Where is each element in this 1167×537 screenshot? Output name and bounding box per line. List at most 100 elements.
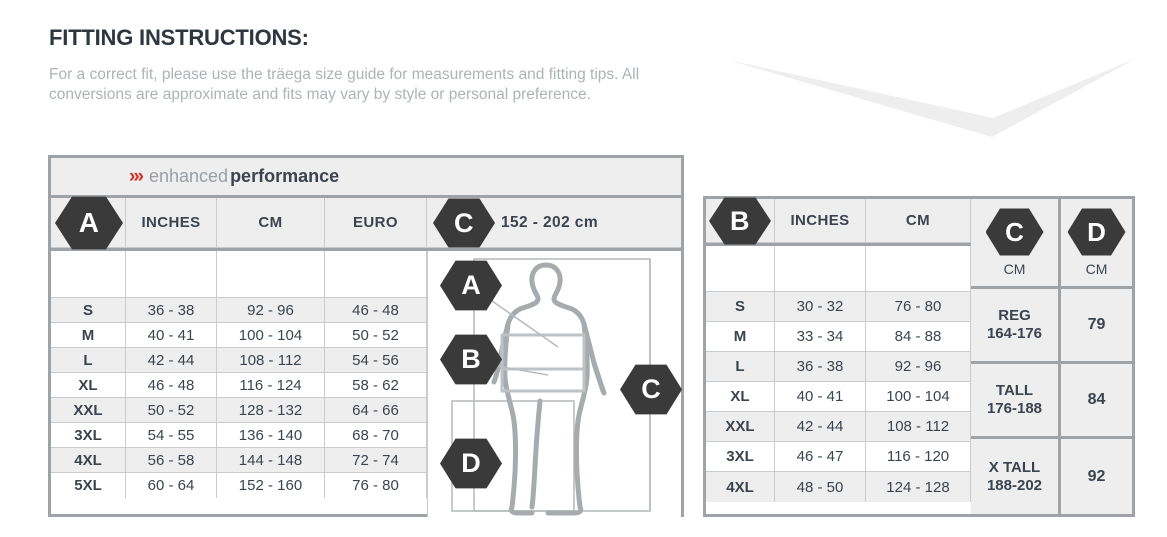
length-d-unit: CM bbox=[1085, 261, 1108, 277]
brand-word-enhanced: enhanced bbox=[148, 165, 229, 186]
hexagon-badge-d-column: D bbox=[1067, 208, 1126, 256]
length-column-c: C CM REG 164-176 TALL 176-188 X TALL 188-202 bbox=[971, 199, 1061, 514]
badge-a-label: A bbox=[78, 207, 100, 238]
cell-inches: 42 - 44 bbox=[775, 412, 866, 442]
figure-badge-a-label: A bbox=[461, 270, 481, 300]
length-c-unit: CM bbox=[1003, 261, 1026, 277]
length-band-name: REG bbox=[998, 307, 1031, 324]
right-header-size: B bbox=[706, 197, 775, 245]
cell-size: M bbox=[706, 322, 775, 352]
cell-euro: 46 - 48 bbox=[325, 298, 427, 323]
spacer-cell bbox=[126, 251, 217, 298]
cell-size: 5XL bbox=[51, 473, 126, 498]
cell-cm: 108 - 112 bbox=[217, 348, 325, 373]
left-header-cm: CM bbox=[217, 198, 325, 248]
cell-size: XL bbox=[51, 373, 126, 398]
inseam-value: 92 bbox=[1061, 439, 1132, 514]
cell-euro: 58 - 62 bbox=[325, 373, 427, 398]
cell-inches: 30 - 32 bbox=[775, 292, 866, 322]
cell-size: 4XL bbox=[706, 472, 775, 502]
cell-inches: 42 - 44 bbox=[126, 348, 217, 373]
cell-size: 4XL bbox=[51, 448, 126, 473]
cell-size: 3XL bbox=[51, 423, 126, 448]
cell-cm: 116 - 120 bbox=[866, 442, 971, 472]
height-range-label: 152 - 202 cm bbox=[501, 213, 599, 231]
left-header-inches: INCHES bbox=[126, 198, 217, 248]
left-table-header-row: A INCHES CM EURO C 152 - 202 cm bbox=[51, 196, 681, 251]
cell-euro: 68 - 70 bbox=[325, 423, 427, 448]
cell-size: XXL bbox=[51, 398, 126, 423]
brand-bar: ››› enhanced performance bbox=[51, 158, 681, 198]
length-band-range: 164-176 bbox=[986, 325, 1043, 342]
intro-paragraph: For a correct fit, please use the träega… bbox=[49, 66, 640, 103]
spacer-cell bbox=[706, 246, 775, 292]
page-title: FITTING INSTRUCTIONS: bbox=[49, 25, 309, 50]
cell-cm: 116 - 124 bbox=[217, 373, 325, 398]
hexagon-badge-b: B bbox=[709, 197, 771, 245]
intro-block: FITTING INSTRUCTIONS: For a correct fit,… bbox=[49, 25, 689, 105]
cell-size: L bbox=[51, 348, 126, 373]
cell-cm: 76 - 80 bbox=[866, 292, 971, 322]
cell-cm: 84 - 88 bbox=[866, 322, 971, 352]
spacer-cell bbox=[775, 246, 866, 292]
cell-cm: 152 - 160 bbox=[217, 473, 325, 498]
figure-badge-b-label: B bbox=[461, 344, 481, 374]
chevron-swoosh-decoration bbox=[728, 58, 1137, 137]
cell-inches: 36 - 38 bbox=[126, 298, 217, 323]
length-c-header: C CM bbox=[971, 199, 1058, 289]
length-d-header: D CM bbox=[1061, 199, 1132, 289]
cell-cm: 92 - 96 bbox=[217, 298, 325, 323]
right-header-cm: CM bbox=[866, 199, 971, 243]
mens-bottom-size-table: B INCHES CM S 30 - 32 76 - 80 M 33 - 34 84 - … bbox=[703, 196, 1135, 517]
enhanced-performance-logo: ››› enhanced performance bbox=[129, 166, 339, 188]
length-c-bands: REG 164-176 TALL 176-188 X TALL 188-202 bbox=[971, 289, 1058, 514]
table-row: 5XL 60 - 64 152 - 160 76 - 80 bbox=[51, 473, 681, 498]
cell-euro: 50 - 52 bbox=[325, 323, 427, 348]
length-d-bands: 79 84 92 bbox=[1061, 289, 1132, 514]
length-band-range: 188-202 bbox=[986, 476, 1043, 494]
cell-size: M bbox=[51, 323, 126, 348]
cell-size: 3XL bbox=[706, 442, 775, 472]
hexagon-badge-c-column: C bbox=[985, 208, 1044, 256]
cell-euro: 72 - 74 bbox=[325, 448, 427, 473]
inseam-value: 84 bbox=[1061, 364, 1132, 439]
cell-inches: 46 - 48 bbox=[126, 373, 217, 398]
cell-inches: 36 - 38 bbox=[775, 352, 866, 382]
cell-inches: 50 - 52 bbox=[126, 398, 217, 423]
cell-cm: 136 - 140 bbox=[217, 423, 325, 448]
figure-badge-d-label: D bbox=[461, 448, 481, 478]
hexagon-badge-a-figure: A bbox=[440, 260, 502, 311]
hexagon-badge-b-figure: B bbox=[440, 334, 502, 385]
length-band-name: TALL bbox=[995, 382, 1034, 399]
badge-c-header-label: C bbox=[454, 207, 474, 238]
human-silhouette bbox=[491, 262, 607, 516]
cell-size: L bbox=[706, 352, 775, 382]
length-columns-overlay: C CM REG 164-176 TALL 176-188 X TALL 188-202 … bbox=[971, 199, 1132, 514]
cell-inches: 48 - 50 bbox=[775, 472, 866, 502]
brand-word-performance: performance bbox=[230, 165, 340, 186]
badge-d-column-label: D bbox=[1087, 216, 1106, 247]
length-band: REG 164-176 bbox=[971, 289, 1058, 364]
body-measurement-diagram: A B C D bbox=[427, 251, 682, 517]
cell-size: XXL bbox=[706, 412, 775, 442]
cell-size: S bbox=[51, 298, 126, 323]
spacer-cell bbox=[325, 251, 427, 298]
figure-badge-c-label: C bbox=[641, 374, 661, 404]
cell-cm: 128 - 132 bbox=[217, 398, 325, 423]
badge-c-column-label: C bbox=[1005, 216, 1024, 247]
length-band-range: 176-188 bbox=[986, 400, 1043, 417]
badge-b-label: B bbox=[730, 205, 750, 236]
chest-waist-boxes bbox=[500, 333, 586, 393]
cell-size: XL bbox=[706, 382, 775, 412]
spacer-cell bbox=[217, 251, 325, 298]
cell-euro: 54 - 56 bbox=[325, 348, 427, 373]
cell-inches: 46 - 47 bbox=[775, 442, 866, 472]
left-header-size: A bbox=[51, 196, 126, 250]
mens-top-size-table: ››› enhanced performance A INCHES CM EUR… bbox=[48, 155, 684, 517]
hexagon-badge-a: A bbox=[55, 196, 123, 250]
inseam-value: 79 bbox=[1061, 289, 1132, 364]
hexagon-badge-d-figure: D bbox=[440, 438, 502, 489]
length-band: X TALL 188-202 bbox=[971, 439, 1058, 514]
cell-inches: 40 - 41 bbox=[775, 382, 866, 412]
